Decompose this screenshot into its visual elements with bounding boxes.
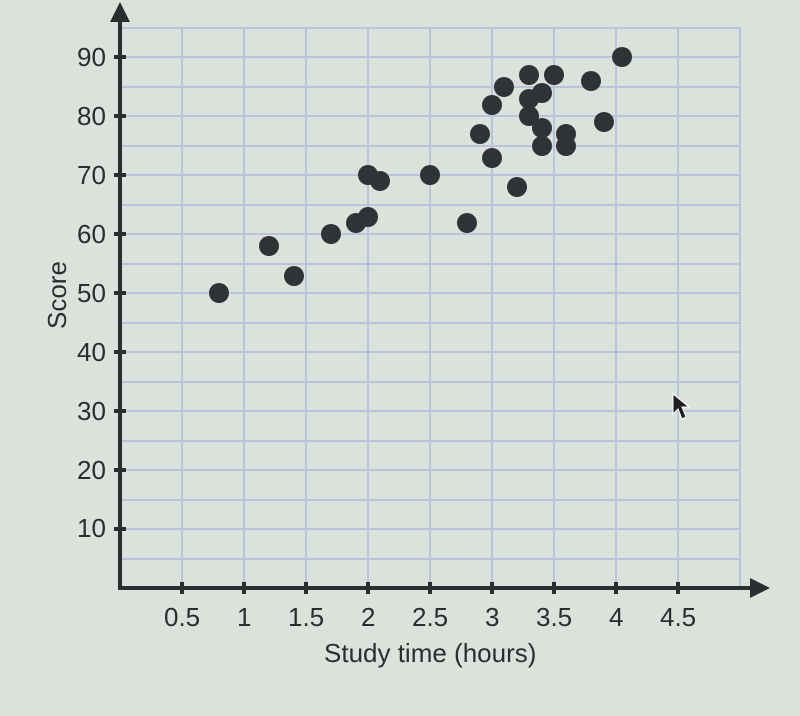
data-point [544,65,564,85]
y-tick [114,409,126,413]
data-point [482,95,502,115]
y-tick-label: 20 [77,455,106,486]
gridline-horizontal [120,440,740,442]
x-tick-label: 4.5 [660,602,696,633]
y-tick-label: 70 [77,160,106,191]
x-tick [180,582,184,594]
gridline-horizontal [120,410,740,412]
x-tick-label: 2.5 [412,602,448,633]
gridline-vertical [305,28,307,588]
x-tick [366,582,370,594]
y-tick [114,114,126,118]
gridline-vertical [739,28,741,588]
x-tick-label: 4 [609,602,623,633]
y-axis-arrow-icon [110,2,130,22]
x-tick [242,582,246,594]
data-point [519,65,539,85]
data-point [259,236,279,256]
data-point [420,165,440,185]
x-tick-label: 2 [361,602,375,633]
gridline-horizontal [120,56,740,58]
gridline-horizontal [120,27,740,29]
scatter-chart: 0.511.522.533.544.5102030405060708090 St… [0,0,800,716]
y-axis-label: Score [42,261,73,329]
x-tick [428,582,432,594]
data-point [581,71,601,91]
data-point [457,213,477,233]
data-point [321,224,341,244]
data-point [470,124,490,144]
gridline-horizontal [120,322,740,324]
gridline-horizontal [120,558,740,560]
gridline-vertical [615,28,617,588]
data-point [358,207,378,227]
y-tick [114,55,126,59]
gridline-vertical [367,28,369,588]
gridline-horizontal [120,115,740,117]
x-tick-label: 1.5 [288,602,324,633]
y-tick-label: 50 [77,278,106,309]
y-tick-label: 40 [77,337,106,368]
plot-area: 0.511.522.533.544.5102030405060708090 [120,28,740,588]
gridline-vertical [553,28,555,588]
y-tick-label: 90 [77,42,106,73]
x-axis-label: Study time (hours) [324,638,536,669]
data-point [370,171,390,191]
y-tick [114,173,126,177]
data-point [507,177,527,197]
gridline-horizontal [120,233,740,235]
gridline-horizontal [120,263,740,265]
gridline-vertical [243,28,245,588]
y-tick [114,232,126,236]
gridline-horizontal [120,381,740,383]
data-point [594,112,614,132]
y-tick-label: 30 [77,396,106,427]
gridline-horizontal [120,351,740,353]
x-tick [676,582,680,594]
x-tick-label: 1 [237,602,251,633]
x-tick-label: 0.5 [164,602,200,633]
gridline-vertical [429,28,431,588]
y-tick [114,468,126,472]
gridline-horizontal [120,469,740,471]
data-point [209,283,229,303]
gridline-vertical [181,28,183,588]
x-tick [490,582,494,594]
gridline-horizontal [120,528,740,530]
data-point [532,83,552,103]
x-tick-label: 3.5 [536,602,572,633]
data-point [494,77,514,97]
gridline-horizontal [120,204,740,206]
x-tick [304,582,308,594]
x-tick [552,582,556,594]
x-tick-label: 3 [485,602,499,633]
x-axis [118,586,754,590]
data-point [556,136,576,156]
data-point [612,47,632,67]
gridline-horizontal [120,499,740,501]
x-axis-arrow-icon [750,578,770,598]
y-tick-label: 10 [77,513,106,544]
gridline-horizontal [120,86,740,88]
y-tick [114,350,126,354]
data-point [482,148,502,168]
gridline-horizontal [120,145,740,147]
y-axis [118,12,122,588]
y-tick [114,527,126,531]
y-tick [114,291,126,295]
data-point [532,136,552,156]
y-tick-label: 60 [77,219,106,250]
gridline-vertical [677,28,679,588]
x-tick [614,582,618,594]
y-tick-label: 80 [77,101,106,132]
data-point [284,266,304,286]
